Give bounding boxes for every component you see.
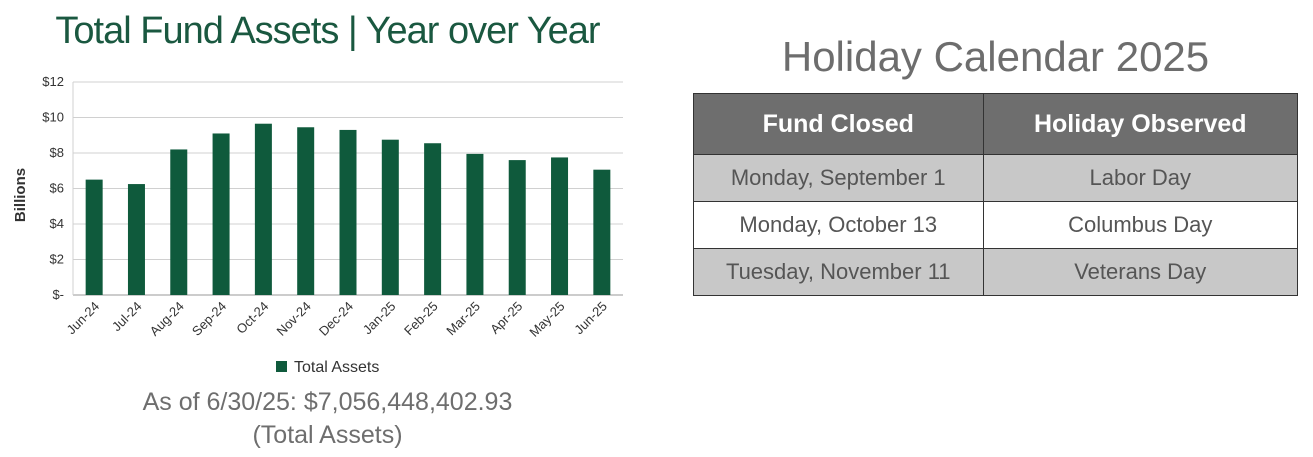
x-tick-label: Jul-24 [109,299,145,335]
bar [339,129,357,295]
fund-closed-cell: Monday, October 13 [693,201,984,249]
y-tick-label: $8 [50,145,64,160]
x-tick-label: Jan-25 [360,299,399,338]
bar [170,149,188,295]
column-header-fund-closed: Fund Closed [693,93,984,155]
bar [212,133,230,295]
legend: Total Assets [276,359,379,376]
bar [85,179,103,295]
x-tick-label: May-25 [526,299,567,340]
y-tick-label: $4 [50,216,64,231]
bar [466,153,484,295]
x-tick-label: Oct-24 [233,299,271,337]
calendar-title: Holiday Calendar 2025 [781,33,1210,80]
bar [593,169,611,295]
bar [551,157,569,295]
x-tick-label: Aug-24 [147,299,187,339]
y-tick-label: $2 [50,252,64,267]
holiday-cell: Labor Day [982,154,1299,202]
bar [297,127,315,295]
fund-closed-cell: Monday, September 1 [693,154,984,202]
y-tick-label: $6 [50,181,64,196]
table-header-row: Fund Closed Holiday Observed [693,93,1299,155]
x-tick-label: Feb-25 [401,299,441,339]
bar [381,139,399,295]
x-tick-label: Nov-24 [274,299,314,339]
bar [508,160,526,295]
holiday-table: Fund Closed Holiday Observed Monday, Sep… [693,93,1299,296]
holiday-cell: Columbus Day [982,201,1299,249]
table-row: Monday, September 1 Labor Day [693,154,1299,202]
column-header-holiday-observed: Holiday Observed [982,93,1299,155]
y-tick-label: $- [52,287,64,302]
x-tick-label: Jun-25 [571,299,610,338]
y-axis-ticks: $- $2 $4 $6 $8 $10 $12 [42,74,64,302]
fund-closed-cell: Tuesday, November 11 [693,248,984,296]
legend-label: Total Assets [294,359,379,376]
holiday-cell: Veterans Day [982,248,1299,296]
bar-chart: $- $2 $4 $6 $8 $10 $12 Jun-24 Jul-24 Aug-24 Sep-2… [12,74,623,376]
y-tick-label: $10 [42,110,64,125]
chart-title: Total Fund Assets | Year over Year [55,10,600,52]
y-axis-label: Billions [12,168,29,222]
y-tick-label: $12 [42,74,64,89]
x-axis-ticks: Jun-24 Jul-24 Aug-24 Sep-24 Oct-24 Nov-24 Dec-… [64,299,610,340]
x-tick-label: Jun-24 [64,299,103,338]
assets-as-of: As of 6/30/25: $7,056,448,402.93 [142,388,513,416]
legend-swatch [276,361,287,372]
x-tick-label: Dec-24 [316,299,356,339]
table-row: Tuesday, November 11 Veterans Day [693,248,1299,296]
bar [254,123,272,296]
bar [424,143,442,295]
bars [85,123,611,296]
x-tick-label: Apr-25 [487,299,525,337]
assets-caption: (Total Assets) [252,421,403,449]
x-tick-label: Mar-25 [443,299,483,339]
table-row: Monday, October 13 Columbus Day [693,201,1299,249]
x-tick-label: Sep-24 [189,299,229,339]
bar [127,184,145,295]
